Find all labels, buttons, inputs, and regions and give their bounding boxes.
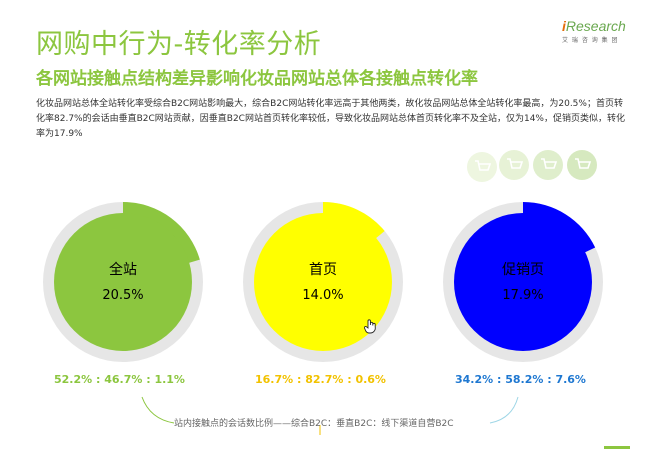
cart-icon: [567, 150, 597, 180]
page-title: 网购中行为-转化率分析: [36, 29, 322, 60]
bracket-arrow: [141, 396, 519, 435]
chart-footnote: 站内接触点的会话数比例——综合B2C：垂直B2C：线下渠道自营B2C: [174, 419, 454, 429]
cart-icon: [499, 150, 529, 180]
conversion-pie-charts: 全站 20.5% 首页 14.0% 促销页 17.9%: [43, 202, 603, 362]
pie-chart-0: 全站 20.5%: [43, 202, 203, 362]
pie-center-disk: [454, 213, 592, 351]
pie-category-label: 首页: [309, 262, 337, 278]
description-text: 化妆品网站总体全站转化率受综合B2C网站影响最大，综合B2C网站转化率远高于其他…: [36, 99, 625, 139]
ratio-label-promo-page: 34.2% : 58.2% : 7.6%: [455, 373, 586, 386]
cart-icon: [533, 150, 563, 180]
pie-value-label: 20.5%: [102, 288, 143, 303]
pie-center-disk: [254, 213, 392, 351]
pie-category-label: 促销页: [502, 262, 544, 278]
logo-tagline: 艾 瑞 咨 询 集 团: [562, 37, 619, 44]
pie-category-label: 全站: [109, 261, 137, 278]
hand-cursor-icon: [364, 319, 376, 334]
iresearch-logo: iResearch 艾 瑞 咨 询 集 团: [562, 18, 642, 44]
pie-value-label: 14.0%: [302, 288, 343, 303]
cart-icon: [467, 152, 497, 182]
pie-chart-1: 首页 14.0%: [243, 202, 403, 362]
pie-center-disk: [54, 213, 192, 351]
ratio-label-all-site: 52.2% : 46.7% : 1.1%: [54, 373, 185, 386]
page-indicator: [604, 446, 630, 449]
logo-wordmark: iResearch: [562, 18, 626, 34]
page-subtitle: 各网站接触点结构差异影响化妆品网站总体各接触点转化率: [36, 69, 478, 89]
pie-chart-2: 促销页 17.9%: [443, 202, 603, 362]
ratio-label-home-page: 16.7% : 82.7% : 0.6%: [255, 373, 386, 386]
shopping-cart-icons: [467, 150, 597, 182]
pie-value-label: 17.9%: [502, 288, 543, 303]
